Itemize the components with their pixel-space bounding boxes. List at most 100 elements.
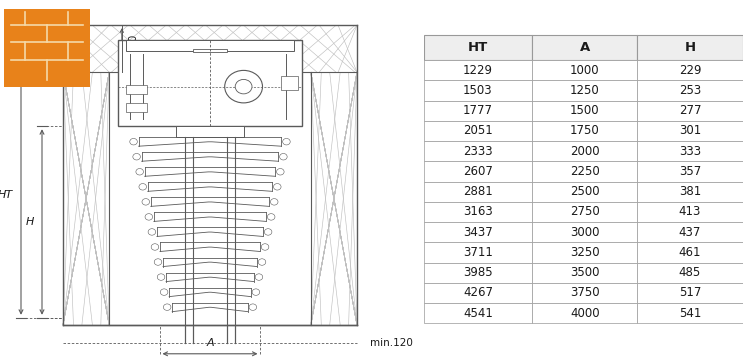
Text: min.120: min.120 — [370, 338, 413, 348]
Text: H: H — [684, 41, 695, 54]
Bar — [532, 202, 638, 222]
Text: 413: 413 — [679, 205, 701, 218]
Text: 381: 381 — [679, 185, 701, 198]
Text: 485: 485 — [679, 266, 701, 279]
Text: 541: 541 — [679, 307, 701, 320]
Text: 229: 229 — [679, 64, 701, 77]
Bar — [532, 242, 638, 262]
Bar — [532, 262, 638, 283]
Text: 517: 517 — [679, 286, 701, 299]
Bar — [424, 60, 532, 80]
Bar — [176, 126, 244, 137]
Circle shape — [133, 153, 140, 160]
Bar — [532, 283, 638, 303]
Text: HT: HT — [468, 41, 488, 54]
Bar — [126, 85, 147, 94]
Text: 1250: 1250 — [570, 84, 599, 97]
Circle shape — [152, 244, 159, 250]
Text: 4541: 4541 — [463, 307, 493, 320]
Bar — [126, 40, 294, 51]
Bar — [63, 25, 357, 72]
Bar — [532, 182, 638, 202]
Circle shape — [264, 229, 272, 235]
Bar — [638, 222, 742, 242]
Text: 333: 333 — [679, 145, 701, 158]
Circle shape — [277, 169, 284, 175]
Bar — [424, 80, 532, 101]
Text: 277: 277 — [679, 104, 701, 117]
Bar — [638, 182, 742, 202]
Bar — [424, 303, 532, 323]
Bar — [638, 80, 742, 101]
Circle shape — [255, 274, 262, 280]
Text: 2607: 2607 — [463, 165, 493, 178]
FancyBboxPatch shape — [0, 5, 94, 91]
Text: 3000: 3000 — [570, 226, 599, 239]
Circle shape — [225, 70, 262, 103]
Bar — [310, 72, 357, 325]
Text: 10: 10 — [128, 33, 138, 45]
Bar — [424, 262, 532, 283]
Bar — [194, 49, 226, 52]
Bar — [532, 222, 638, 242]
Circle shape — [280, 153, 287, 160]
Text: 3750: 3750 — [570, 286, 599, 299]
Text: 2051: 2051 — [463, 125, 493, 138]
Circle shape — [252, 289, 260, 295]
Bar — [638, 60, 742, 80]
Bar — [281, 76, 298, 90]
Bar — [118, 40, 302, 126]
Text: 3437: 3437 — [463, 226, 493, 239]
Bar — [424, 35, 532, 60]
Bar — [532, 141, 638, 161]
Bar — [63, 72, 110, 325]
Circle shape — [148, 229, 156, 235]
Text: 2881: 2881 — [463, 185, 493, 198]
Bar — [532, 80, 638, 101]
Bar — [424, 202, 532, 222]
Circle shape — [130, 138, 137, 145]
Circle shape — [268, 214, 275, 220]
Circle shape — [258, 259, 266, 265]
Bar — [424, 222, 532, 242]
Bar — [532, 121, 638, 141]
Bar — [638, 141, 742, 161]
Text: 4000: 4000 — [570, 307, 599, 320]
Text: A: A — [206, 338, 214, 348]
Circle shape — [283, 138, 290, 145]
Bar — [424, 182, 532, 202]
Circle shape — [236, 79, 252, 94]
Text: 253: 253 — [679, 84, 701, 97]
Text: 461: 461 — [679, 246, 701, 259]
Text: 301: 301 — [679, 125, 701, 138]
Text: 3711: 3711 — [463, 246, 493, 259]
Circle shape — [271, 199, 278, 205]
Text: 2250: 2250 — [570, 165, 599, 178]
Text: 2750: 2750 — [570, 205, 599, 218]
Text: HT: HT — [0, 190, 13, 200]
Text: 1500: 1500 — [570, 104, 599, 117]
Bar — [532, 35, 638, 60]
Circle shape — [164, 304, 171, 310]
Text: 4267: 4267 — [463, 286, 493, 299]
Circle shape — [145, 214, 152, 220]
Bar — [126, 103, 147, 112]
Bar — [532, 161, 638, 182]
Bar — [424, 242, 532, 262]
Circle shape — [249, 304, 256, 310]
Text: H: H — [26, 217, 34, 227]
Bar — [638, 262, 742, 283]
Circle shape — [139, 183, 146, 190]
Bar — [638, 303, 742, 323]
Text: 1777: 1777 — [463, 104, 493, 117]
Text: A: A — [580, 41, 590, 54]
Text: 1000: 1000 — [570, 64, 599, 77]
Circle shape — [154, 259, 162, 265]
Text: 2000: 2000 — [570, 145, 599, 158]
Bar — [638, 35, 742, 60]
Circle shape — [158, 274, 165, 280]
Text: 2333: 2333 — [463, 145, 493, 158]
Circle shape — [274, 183, 281, 190]
Circle shape — [142, 199, 149, 205]
Text: 357: 357 — [679, 165, 701, 178]
